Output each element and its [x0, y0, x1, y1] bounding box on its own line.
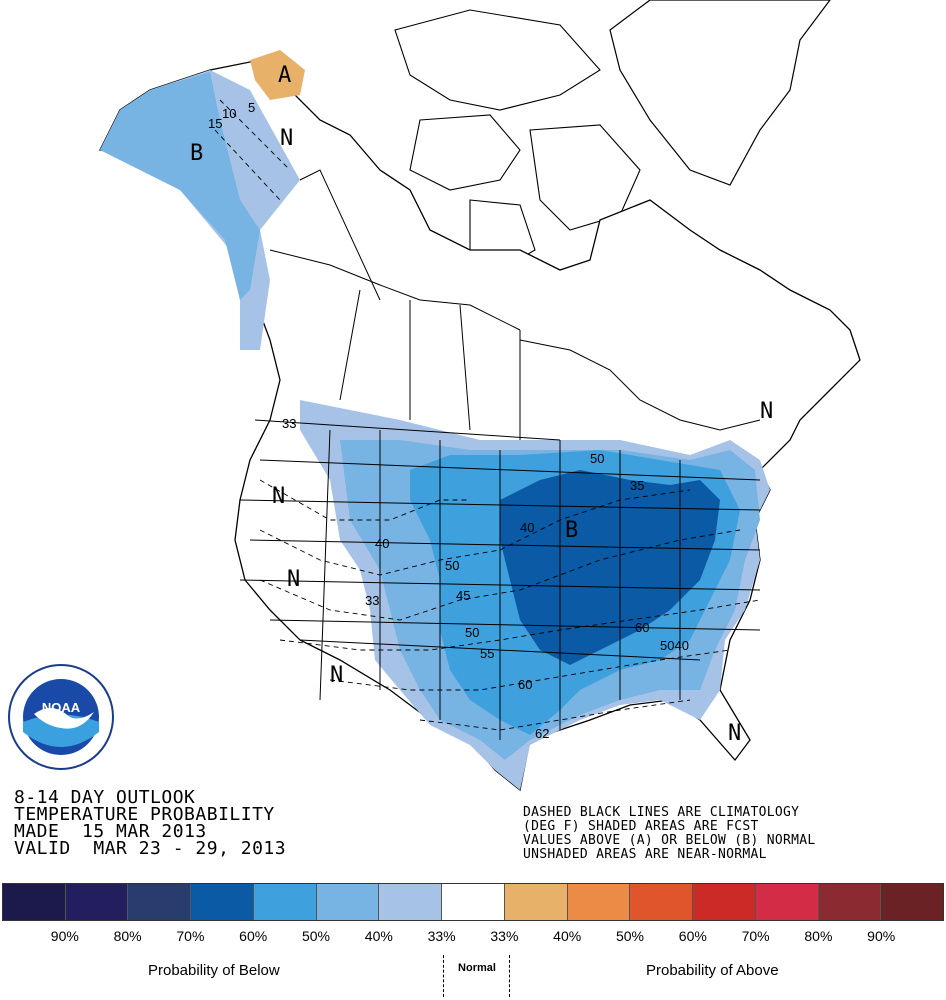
outlook-made-date: MADE 15 MAR 2013 [14, 821, 207, 842]
legend-tick-6: 33% [427, 928, 456, 944]
midwest-below-label: B [565, 518, 578, 543]
above-40-area [250, 50, 305, 100]
isotherm-33-nw: 33 [282, 416, 296, 431]
legend-tick-12: 80% [804, 928, 833, 944]
isotherm-50c: 50 [590, 451, 604, 466]
nevada-normal-label: N [287, 567, 300, 592]
oregon-normal-label: N [272, 484, 285, 509]
legend-swatch-7 [442, 884, 505, 920]
note-line-1: DASHED BLACK LINES ARE CLIMATOLOGY [523, 805, 800, 820]
arctic-islands-outline [394, 9, 641, 271]
legend-swatch-10 [630, 884, 694, 920]
legend-tick-13: 90% [867, 928, 896, 944]
legend-swatch-12 [755, 884, 819, 920]
probability-legend-ticks: 90% 80% 70% 60% 50% 40% 33% 33% 40% 50% 60% 70% 80% 9… [2, 928, 944, 948]
isotherm-45: 45 [456, 588, 470, 603]
isotherm-55: 55 [480, 646, 494, 661]
greenland-outline [609, 0, 831, 186]
legend-divider-right [509, 955, 510, 997]
isotherm-50: 50 [445, 558, 459, 573]
climatology-lines [214, 99, 761, 731]
legend-swatch-5 [316, 884, 380, 920]
legend-tick-2: 70% [176, 928, 205, 944]
isotherm-60b: 60 [635, 620, 649, 635]
noaa-logo: NOAA [8, 664, 114, 770]
legend-swatch-11 [693, 884, 756, 920]
arizona-normal-label: N [330, 663, 343, 688]
legend-swatch-14 [881, 884, 944, 920]
isotherm-50b: 50 [465, 625, 479, 640]
legend-swatch-0 [3, 884, 66, 920]
legend-tick-1: 80% [113, 928, 142, 944]
legend-swatch-4 [253, 884, 317, 920]
isotherm-10: 10 [222, 106, 236, 121]
outlook-title: 8-14 DAY OUTLOOK [14, 787, 196, 808]
legend-tick-3: 60% [239, 928, 268, 944]
probability-legend-bar [2, 883, 944, 921]
noaa-logo-text: NOAA [42, 700, 81, 715]
isotherm-40b: 40 [520, 520, 534, 535]
florida-normal-label: N [728, 721, 741, 746]
map-notes: DASHED BLACK LINES ARE CLIMATOLOGY (DEG F… [523, 806, 816, 862]
below-caption: Probability of Below [148, 962, 280, 979]
isotherm-60: 60 [518, 677, 532, 692]
isotherm-5040: 5040 [660, 638, 689, 653]
below-alaska-40-area [100, 72, 260, 300]
yukon-normal-label: N [280, 126, 293, 151]
legend-tick-8: 40% [553, 928, 582, 944]
legend-swatch-6 [379, 884, 443, 920]
legend-swatch-3 [191, 884, 254, 920]
outlook-subtitle: TEMPERATURE PROBABILITY [14, 804, 275, 825]
isotherm-33-west: 33 [365, 593, 379, 608]
above-caption: Probability of Above [646, 962, 779, 979]
legend-tick-4: 50% [301, 928, 330, 944]
legend-swatch-2 [128, 884, 192, 920]
legend-tick-0: 90% [50, 928, 79, 944]
arctic-above-label: A [278, 63, 291, 88]
outlook-valid-dates: VALID MAR 23 - 29, 2013 [14, 838, 287, 859]
legend-tick-10: 60% [678, 928, 707, 944]
outlook-title-block: 8-14 DAY OUTLOOK TEMPERATURE PROBABILITY M… [14, 787, 287, 859]
isotherm-62: 62 [535, 726, 549, 741]
legend-swatch-13 [818, 884, 882, 920]
isotherm-35: 35 [630, 478, 644, 493]
isotherm-5: 5 [248, 100, 255, 115]
note-line-3: VALUES ABOVE (A) OR BELOW (B) NORMAL [523, 833, 816, 848]
alaska-below-label: B [190, 141, 203, 166]
legend-tick-5: 40% [364, 928, 393, 944]
borders [239, 169, 761, 740]
northeast-normal-label: N [760, 399, 773, 424]
note-line-2: (DEG F) SHADED AREAS ARE FCST [523, 819, 759, 834]
below-60-area [500, 470, 720, 665]
legend-tick-9: 50% [615, 928, 644, 944]
isotherm-40: 40 [375, 536, 389, 551]
isotherm-15: 15 [208, 116, 222, 131]
legend-divider-left [443, 955, 444, 997]
legend-tick-7: 33% [490, 928, 519, 944]
legend-swatch-8 [504, 884, 568, 920]
outlook-map: B A N N N N N N B 5 10 15 33 33 35 40 40… [99, 0, 861, 792]
legend-tick-11: 70% [741, 928, 770, 944]
legend-swatch-9 [567, 884, 631, 920]
legend-swatch-1 [65, 884, 129, 920]
normal-caption: Normal [458, 962, 496, 974]
note-line-4: UNSHADED AREAS ARE NEAR-NORMAL [523, 847, 767, 862]
